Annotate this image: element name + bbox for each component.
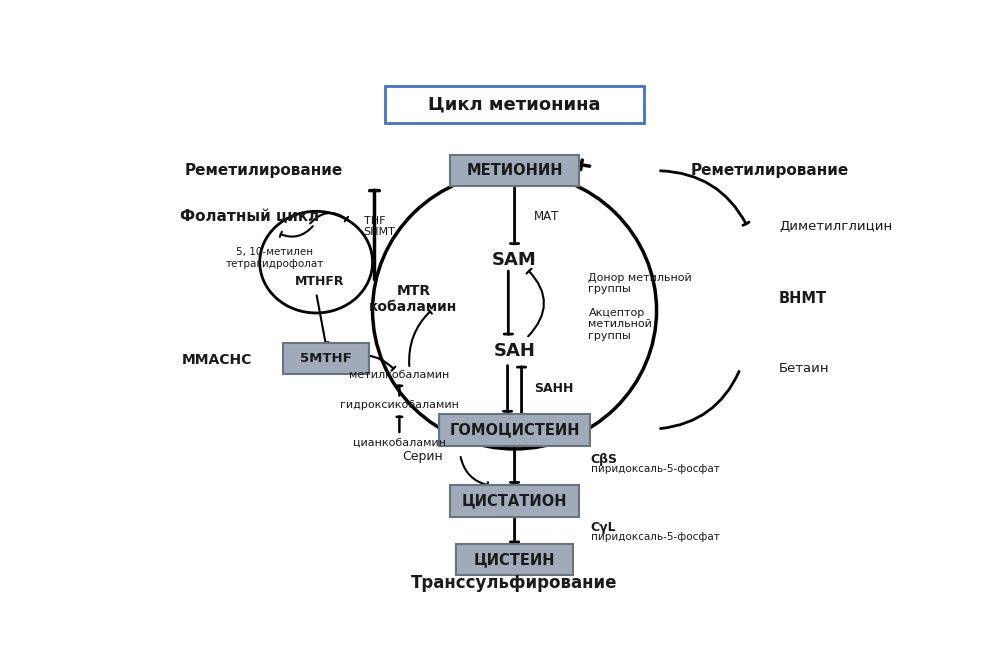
FancyBboxPatch shape [450,485,578,517]
Text: ЦИСТЕИН: ЦИСТЕИН [473,552,555,567]
Text: SHMT: SHMT [363,226,395,237]
FancyBboxPatch shape [438,414,590,446]
Text: Бетаин: Бетаин [778,362,828,376]
Text: МАТ: МАТ [534,210,559,223]
Text: МЕТИОНИН: МЕТИОНИН [465,163,563,178]
Text: MTHFR: MTHFR [295,275,344,288]
Text: SAH: SAH [493,342,535,360]
Text: Цикл метионина: Цикл метионина [428,96,600,114]
Text: Реметилирование: Реметилирование [185,163,343,178]
Text: 5, 10-метилен
тетрагидрофолат: 5, 10-метилен тетрагидрофолат [226,248,324,269]
Text: MTR
кобаламин: MTR кобаламин [369,284,457,314]
Text: гидроксикобаламин: гидроксикобаламин [340,401,458,411]
Text: SAHH: SAHH [534,381,573,395]
Text: цианкобаламин: цианкобаламин [352,438,445,447]
Text: Акцептор
метильной
группы: Акцептор метильной группы [588,308,652,341]
FancyBboxPatch shape [283,343,369,374]
Text: BHMT: BHMT [778,291,826,306]
Text: Транссульфирование: Транссульфирование [411,574,617,592]
FancyBboxPatch shape [455,544,573,576]
Text: 5MTHF: 5MTHF [300,352,352,365]
Text: пиридоксаль-5-фосфат: пиридоксаль-5-фосфат [590,464,719,474]
Text: пиридоксаль-5-фосфат: пиридоксаль-5-фосфат [590,531,719,542]
FancyBboxPatch shape [384,86,644,123]
Text: CβS: CβS [590,453,617,466]
FancyBboxPatch shape [450,155,578,186]
Text: MMACHC: MMACHC [182,352,252,367]
Text: SAM: SAM [491,251,537,269]
Text: Диметилглицин: Диметилглицин [778,220,892,233]
Text: метилкобаламин: метилкобаламин [349,370,449,380]
Text: Фолатный цикл: Фолатный цикл [180,209,319,224]
Text: Серин: Серин [402,449,442,463]
Text: THF: THF [363,216,385,226]
Text: ГОМОЦИСТЕИН: ГОМОЦИСТЕИН [449,422,579,438]
Text: Донор метильной
группы: Донор метильной группы [588,273,691,294]
Text: CγL: CγL [590,521,616,534]
Text: ЦИСТАТИОН: ЦИСТАТИОН [461,494,567,508]
Text: Реметилирование: Реметилирование [690,163,849,178]
